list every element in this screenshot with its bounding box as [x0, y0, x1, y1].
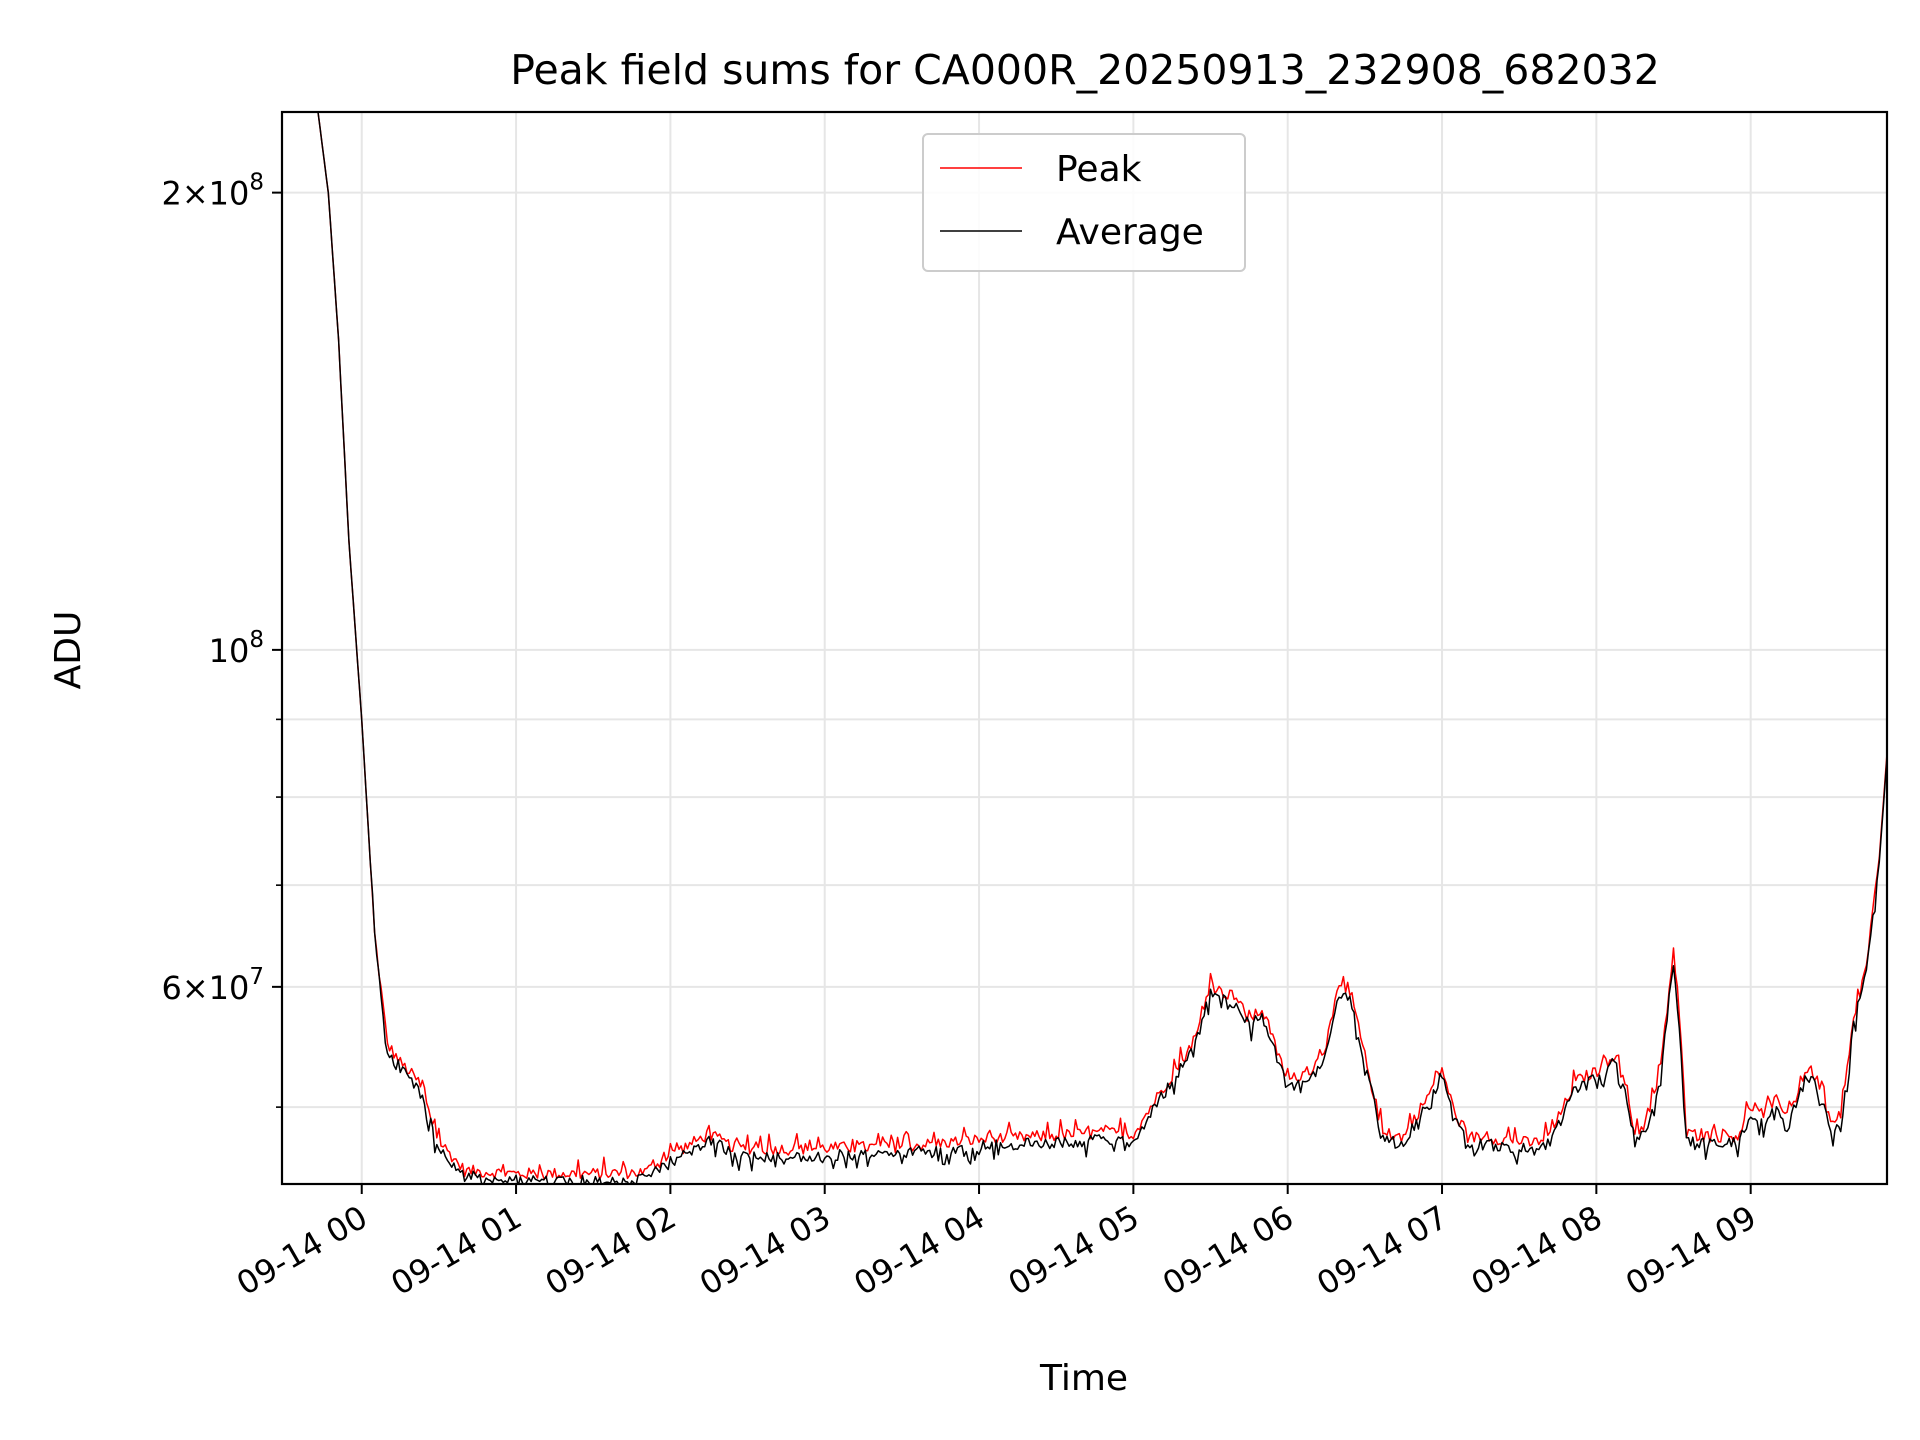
plot-frame	[280, 110, 1889, 1186]
y-tick-label: 2×108	[161, 170, 264, 213]
y-tick-label: 108	[209, 627, 264, 670]
y-axis-label: ADU	[48, 611, 89, 690]
y-tick-label: 6×107	[161, 964, 264, 1007]
legend-label-peak: Peak	[1056, 149, 1142, 190]
chart-title: Peak field sums for CA000R_20250913_2329…	[510, 46, 1660, 94]
series-lines	[282, 112, 1887, 1184]
legend: Peak Average	[922, 133, 1246, 272]
x-axis-label: Time	[1039, 1358, 1128, 1399]
legend-label-average: Average	[1056, 212, 1204, 253]
series-line-average	[282, 112, 1887, 1184]
